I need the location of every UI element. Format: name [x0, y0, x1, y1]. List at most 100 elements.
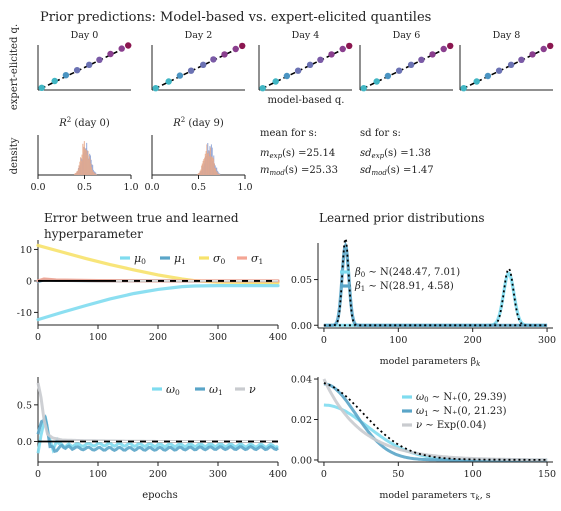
qq-point: [518, 56, 525, 63]
qq-point: [418, 56, 425, 63]
qq-point: [38, 84, 45, 92]
qq-point: [529, 51, 536, 58]
xtick-label: 200: [149, 469, 167, 480]
qq-point: [125, 42, 132, 49]
r2-hist-bar: [212, 157, 214, 175]
r2-hist-bar: [203, 159, 205, 175]
series-line-mu0: [36, 284, 280, 322]
r2-hist-bar: [93, 171, 95, 175]
r2-hist-bar: [217, 171, 219, 175]
stats-block: mean for s: sd for s: mexp(s) =25.14 mmo…: [260, 128, 434, 177]
qq-point: [317, 56, 324, 63]
r2-hist-bar: [207, 153, 209, 175]
qq-panel-title: Day 0: [71, 30, 99, 41]
r2-ylabel: density: [9, 137, 20, 174]
qq-point: [507, 61, 515, 68]
r2-hist-bar: [89, 159, 91, 175]
r2-hist-bar: [202, 160, 204, 175]
qq-point: [440, 45, 447, 53]
qq-point: [547, 42, 554, 50]
r2-hist-bar: [91, 167, 93, 175]
qq-point: [272, 78, 279, 85]
legend-label: ω0 ∼ N₊(0, 29.39): [416, 392, 507, 404]
r2-hist-bar: [199, 170, 201, 175]
ytick-label: 0.04: [291, 375, 312, 386]
r2-hist-bar: [77, 170, 79, 175]
ytick-label: 0.05: [291, 275, 312, 286]
r2-hist-bar: [88, 159, 90, 175]
legend-label: ω0: [166, 383, 180, 397]
qq-point: [200, 61, 207, 68]
r2-hist-bar: [89, 156, 91, 175]
xtick-label: 300: [209, 469, 227, 480]
qq-point: [447, 42, 454, 50]
series-line-omega0: [36, 416, 279, 454]
qq-point: [395, 67, 403, 74]
r2-hist-bar: [210, 147, 212, 175]
xtick-label: 300: [209, 332, 227, 343]
qq-point: [210, 56, 217, 63]
r2-panel: R2 (day 0) 0.0 0.5 1.0: [30, 116, 138, 193]
r2-hist-bar: [216, 171, 218, 175]
r2-hist-bar: [94, 173, 96, 175]
r2-hist-bar: [204, 157, 206, 175]
r2-hist-bar: [207, 153, 209, 175]
xtick-label: 100: [89, 469, 107, 480]
series-line-omega1: [36, 414, 279, 453]
r2-xtick-label: 1.0: [237, 182, 252, 193]
true-density-line: [323, 235, 548, 327]
r2-hist-bar: [201, 165, 203, 175]
r2-panel-title: R2 (day 0): [58, 116, 110, 129]
qq-point: [176, 72, 184, 79]
r2-hist-bar: [204, 153, 206, 175]
r2-hist-bar: [205, 151, 207, 175]
qq-point: [187, 67, 195, 74]
r2-hist-bar: [211, 156, 213, 175]
r2-hist-bar: [216, 167, 218, 175]
r2-hist-bar: [78, 165, 80, 175]
qq-panel: Day 8: [459, 30, 554, 92]
r2-hist-bar: [75, 172, 77, 175]
prior-title: Learned prior distributions: [319, 211, 485, 225]
r2-hist-bar: [83, 141, 85, 175]
ytick-label: 0: [26, 276, 32, 287]
qq-point: [373, 78, 380, 85]
qq-point: [107, 50, 114, 58]
xtick-label: 0: [35, 332, 41, 343]
legend-label: ω1: [209, 383, 223, 397]
xtick-label: 400: [269, 469, 287, 480]
ytick-label: 0.00: [291, 321, 312, 332]
r2-hist-bar: [216, 171, 218, 175]
qq-point: [165, 78, 172, 85]
qq-point: [328, 51, 335, 58]
r2-hist-bar: [90, 163, 92, 175]
stats-mean-exp: mexp(s) =25.14: [260, 148, 335, 160]
qq-point: [495, 67, 503, 74]
legend-label: σ0: [213, 252, 226, 266]
legend-label: μ0: [134, 252, 146, 266]
stats-sd-mod: sdmod(s) =1.47: [360, 165, 434, 177]
legend-label: μ1: [174, 252, 186, 266]
r2-hist-bar: [200, 169, 202, 175]
qq-panel-title: Day 2: [185, 30, 213, 41]
r2-hist-bar: [209, 156, 211, 175]
r2-xtick-label: 0.0: [144, 182, 159, 193]
qq-point: [484, 72, 492, 80]
xtick-label: 300: [538, 335, 556, 346]
r2-hist-bar: [206, 144, 208, 175]
r2-hist-bar: [86, 154, 88, 175]
r2-hist-bar: [94, 173, 96, 175]
qq-point: [221, 51, 228, 58]
r2-hist-bar: [215, 168, 217, 175]
legend-label: σ1: [251, 252, 263, 266]
r2-hist-bar: [201, 163, 203, 175]
stats-mean-title: mean for s:: [260, 128, 317, 139]
hyper-title-line1: Error between true and learned: [44, 211, 239, 225]
stats-sd-exp: sdexp(s) =1.38: [360, 148, 431, 160]
scale-xlabel: epochs: [142, 490, 178, 501]
r2-hist-bar: [77, 168, 79, 175]
qq-point: [540, 45, 547, 53]
r2-hist-bar: [76, 171, 78, 175]
qq-panel-title: Day 8: [493, 30, 521, 41]
r2-hist-bar: [198, 172, 200, 175]
